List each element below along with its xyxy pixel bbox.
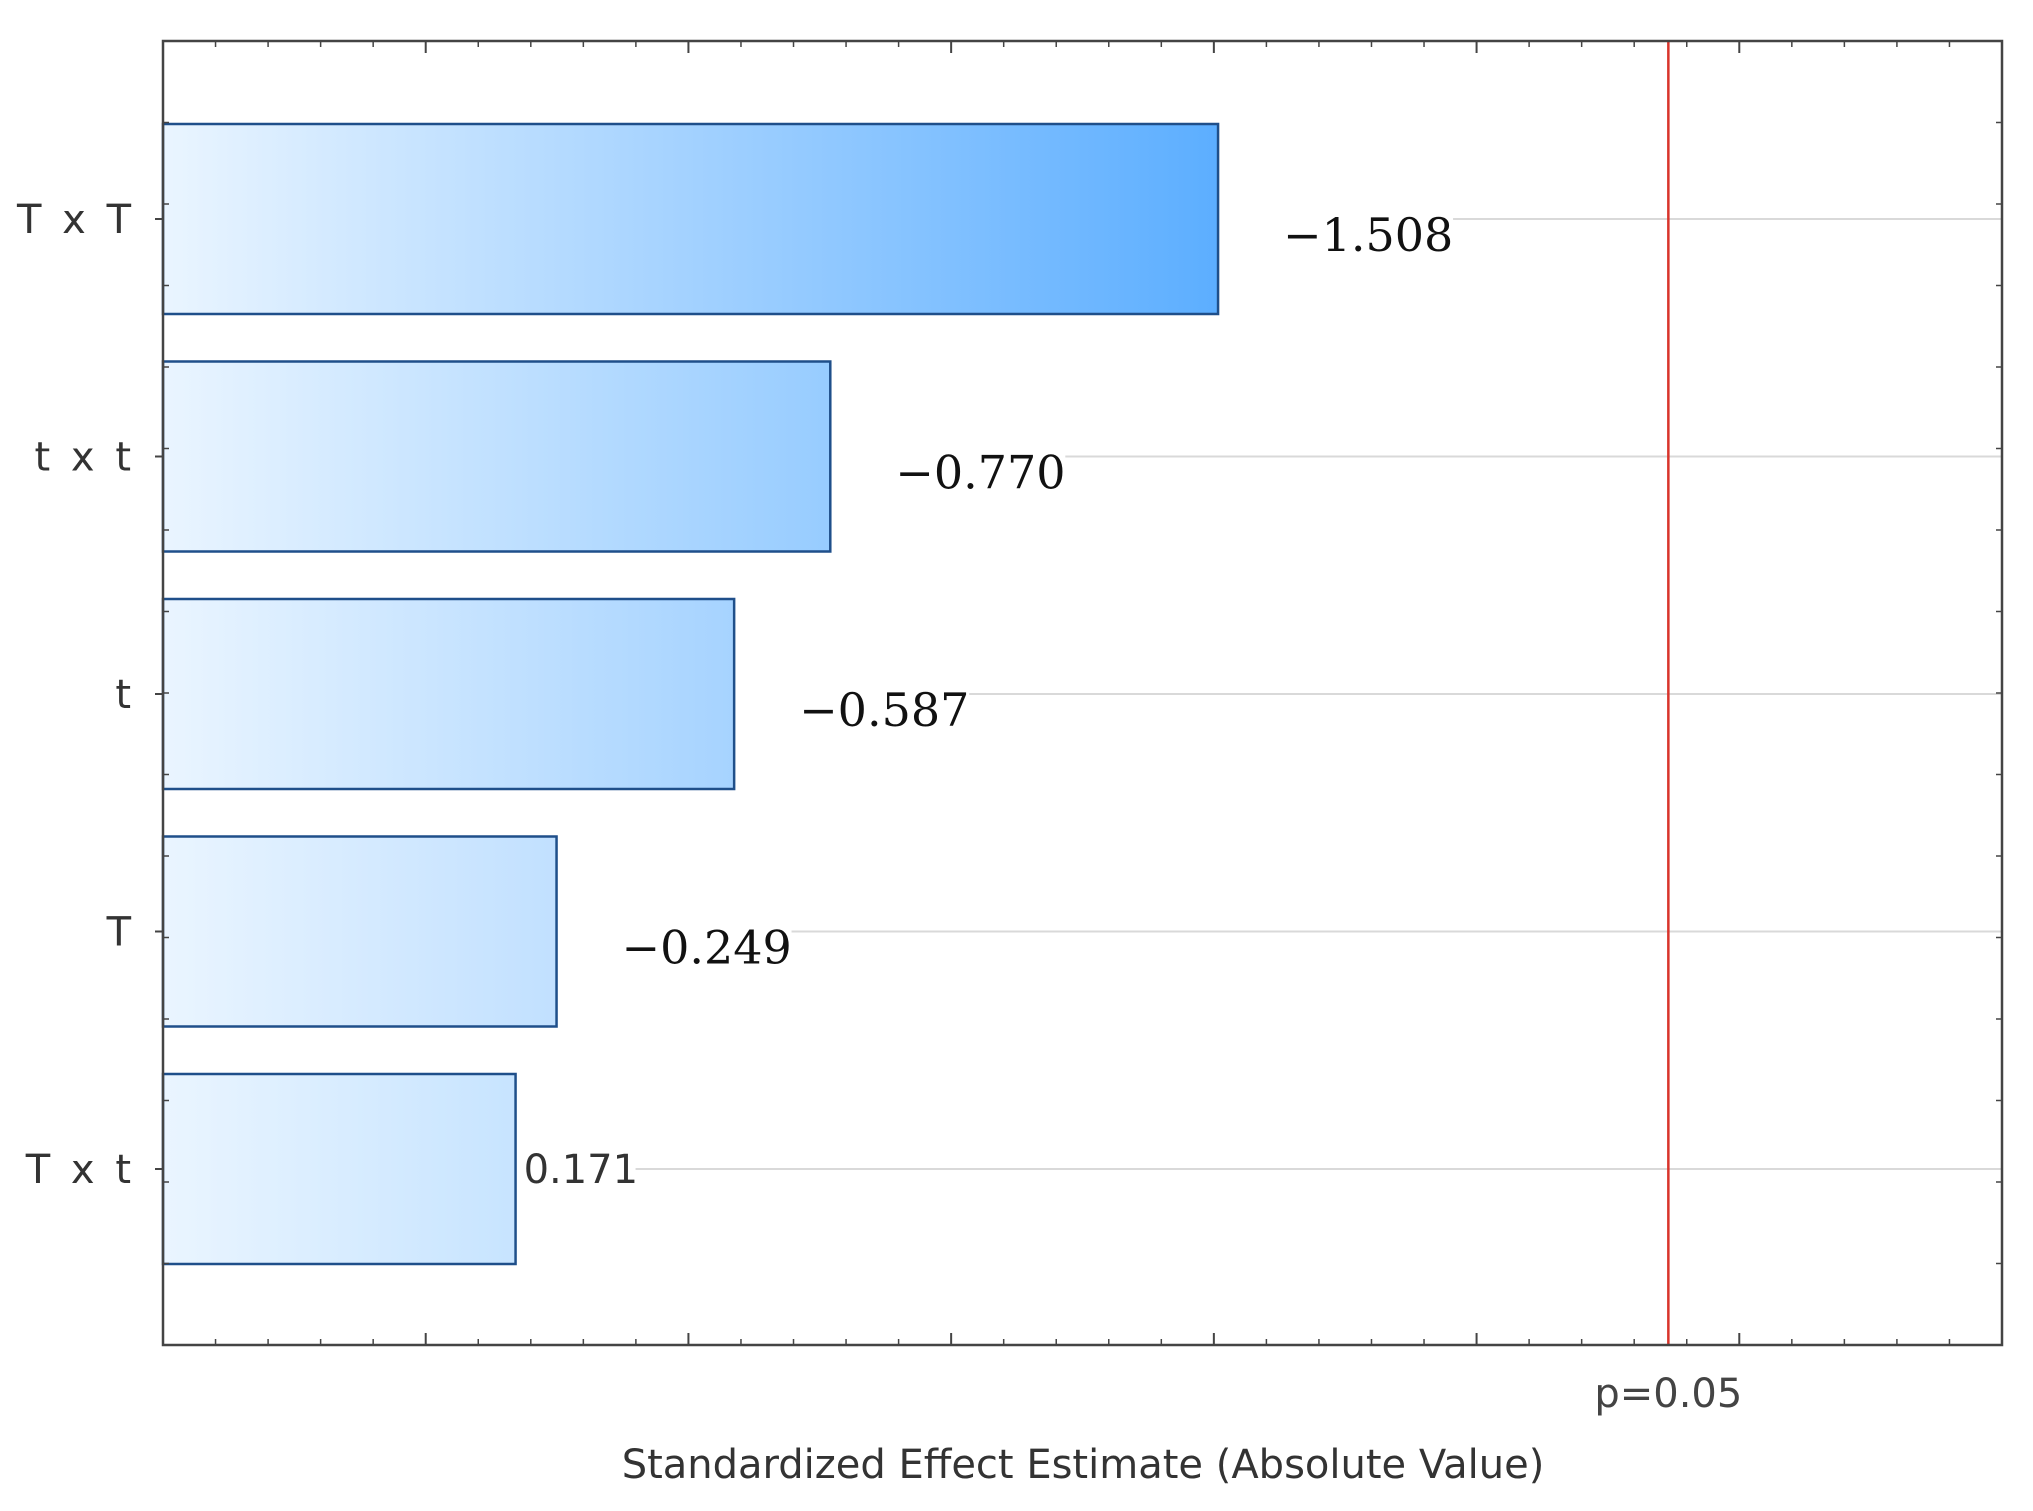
value-label-t-x-t: 0.171: [524, 1147, 639, 1193]
gridlines: [635, 218, 2002, 1170]
category-label-t-x-t: T x T: [16, 197, 135, 243]
category-label-t: T: [106, 910, 135, 956]
category-label-t: t: [115, 672, 135, 718]
bar-t-x-t: [161, 1072, 517, 1266]
value-labels: −1.508 −0.770 −0.587 −0.249 0.171: [524, 208, 1454, 1193]
reference-line-label: p=0.05: [1594, 1371, 1742, 1417]
category-label-t-x-t: T x t: [25, 1147, 135, 1193]
value-label-t-x-t: −0.770: [895, 446, 1065, 500]
bar-t: [161, 597, 736, 791]
y-axis-ticks: [155, 121, 2002, 1265]
bar-t-x-t: [161, 360, 832, 553]
x-axis-ticks: [162, 41, 2003, 1345]
value-label-t: −0.587: [799, 683, 969, 737]
value-label-t: −0.249: [622, 921, 792, 975]
x-axis-title: Standardized Effect Estimate (Absolute V…: [622, 1442, 1545, 1488]
bar-t-x-t: [161, 122, 1220, 316]
value-label-t-x-t: −1.508: [1283, 208, 1453, 262]
bar-t: [161, 835, 558, 1028]
category-label-t-x-t: t x t: [35, 435, 135, 481]
category-labels: T x T t x t t T T x t: [16, 197, 135, 1193]
